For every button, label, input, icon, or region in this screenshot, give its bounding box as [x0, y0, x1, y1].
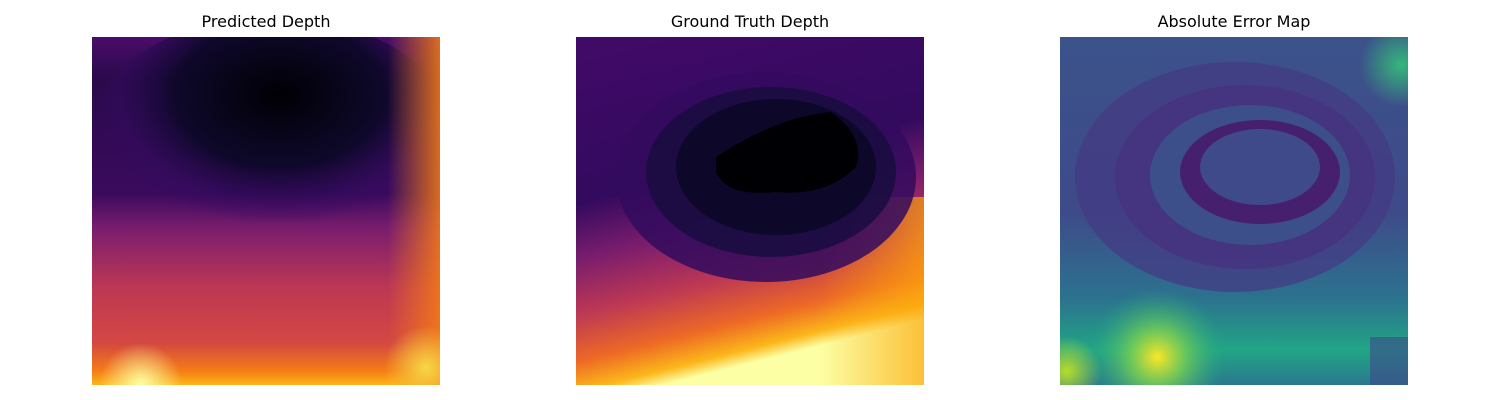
predicted-depth-image — [92, 37, 440, 385]
panel-ground-truth-depth: Ground Truth Depth — [576, 0, 924, 400]
panel-absolute-error-map: Absolute Error Map — [1060, 0, 1408, 400]
panel-title: Ground Truth Depth — [670, 12, 830, 31]
absolute-error-image — [1060, 37, 1408, 385]
panel-predicted-depth: Predicted Depth — [92, 0, 440, 400]
panel-title: Absolute Error Map — [1157, 12, 1311, 31]
ground-truth-depth-image — [576, 37, 924, 385]
panel-title: Predicted Depth — [201, 12, 331, 31]
